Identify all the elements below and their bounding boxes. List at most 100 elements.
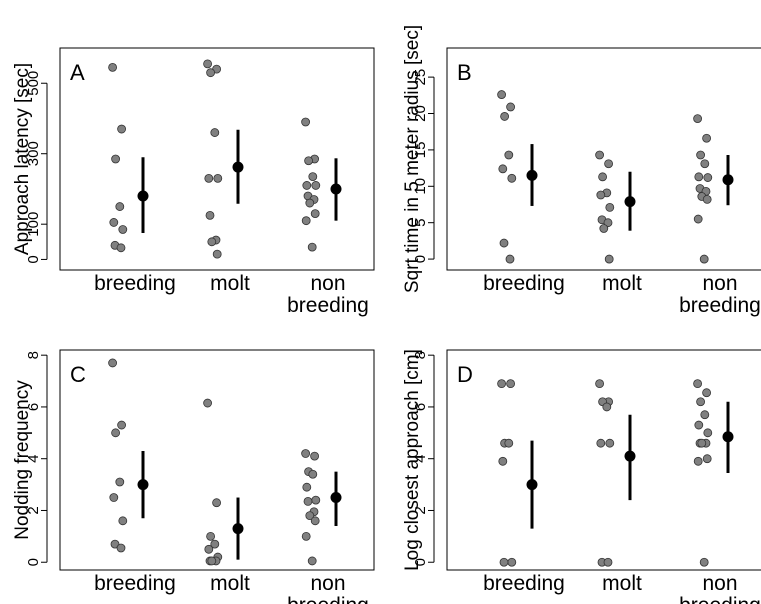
y-tick-label: 100: [25, 212, 42, 237]
data-point: [499, 238, 509, 248]
data-point: [499, 557, 509, 567]
data-point: [108, 62, 117, 72]
panel-label: A: [70, 60, 85, 85]
data-point: [206, 531, 216, 541]
data-point: [117, 124, 126, 134]
y-tick-label: 0: [412, 255, 429, 263]
data-point: [596, 190, 606, 200]
data-point: [210, 539, 220, 549]
data-point: [497, 90, 507, 99]
panel-label: B: [457, 60, 472, 85]
mean-point: [330, 492, 342, 504]
data-point: [703, 173, 713, 182]
panel-label: C: [70, 362, 86, 387]
x-category-line: breeding: [483, 572, 565, 595]
data-point: [693, 214, 703, 224]
data-point: [702, 388, 711, 398]
data-point: [693, 456, 703, 466]
data-point: [301, 216, 311, 226]
y-tick-label: 2: [25, 506, 42, 514]
data-point: [203, 398, 213, 408]
data-point: [694, 420, 704, 430]
x-category-line: breeding: [483, 272, 565, 295]
x-category-line: breeding: [287, 594, 369, 604]
y-tick-label: 300: [25, 141, 42, 166]
data-point: [109, 493, 119, 502]
data-point: [703, 428, 713, 438]
mean-point: [232, 161, 244, 173]
y-tick-label: 0: [412, 558, 429, 566]
y-tick-label: 5: [412, 219, 429, 227]
data-point: [111, 428, 120, 438]
x-category-label: molt: [602, 572, 642, 595]
x-category-line: breeding: [679, 594, 761, 604]
x-category-label: breeding: [94, 272, 176, 295]
data-point: [504, 150, 514, 160]
data-point: [118, 516, 128, 526]
data-point: [205, 210, 215, 220]
data-point: [693, 379, 702, 389]
data-point: [598, 172, 607, 182]
data-point: [311, 495, 321, 505]
data-point: [505, 254, 515, 264]
x-category-line: breeding: [679, 294, 761, 317]
data-point: [696, 397, 705, 407]
data-point: [109, 218, 119, 227]
data-point: [603, 218, 613, 228]
mean-point: [722, 431, 734, 443]
data-point: [203, 59, 213, 69]
x-category-line: molt: [602, 272, 642, 295]
y-tick-label: 8: [25, 351, 42, 359]
plot-frame: [446, 47, 761, 271]
data-point: [212, 498, 222, 508]
data-point: [302, 482, 312, 492]
data-point: [311, 181, 321, 190]
y-axis-label: Sqrt time in 5 meter radius [sec]: [402, 25, 423, 293]
data-point: [604, 254, 614, 264]
data-point: [308, 172, 318, 182]
data-point: [207, 237, 217, 247]
panel-label: D: [457, 362, 473, 387]
y-tick-label: 4: [25, 455, 42, 463]
x-category-line: molt: [602, 572, 642, 595]
data-point: [115, 477, 125, 487]
data-point: [117, 420, 126, 430]
data-point: [116, 243, 126, 253]
mean-point: [624, 450, 636, 462]
data-point: [500, 112, 510, 121]
y-tick-label: 25: [412, 69, 429, 86]
data-point: [507, 557, 517, 567]
data-point: [605, 438, 615, 448]
mean-point: [526, 479, 538, 491]
data-point: [305, 511, 315, 521]
data-point: [204, 173, 214, 183]
data-point: [504, 438, 514, 448]
data-point: [697, 438, 707, 448]
data-point: [308, 469, 318, 479]
data-point: [111, 154, 120, 164]
data-point: [116, 543, 126, 553]
y-axis-label: Approach latency [sec]: [12, 63, 33, 255]
y-tick-label: 20: [412, 105, 429, 122]
data-point: [302, 181, 312, 190]
data-point: [115, 202, 125, 211]
x-category-label: molt: [210, 572, 250, 595]
data-point: [305, 198, 315, 208]
x-category-line: non: [310, 272, 345, 295]
data-point: [307, 556, 317, 566]
mean-point: [330, 183, 342, 195]
data-point: [304, 156, 314, 166]
mean-point: [137, 479, 149, 491]
y-tick-label: 8: [412, 351, 429, 359]
data-point: [700, 159, 710, 169]
data-point: [108, 358, 117, 368]
data-point: [702, 194, 712, 204]
data-point: [310, 209, 320, 219]
x-category-line: non: [702, 572, 737, 595]
data-point: [307, 242, 317, 252]
